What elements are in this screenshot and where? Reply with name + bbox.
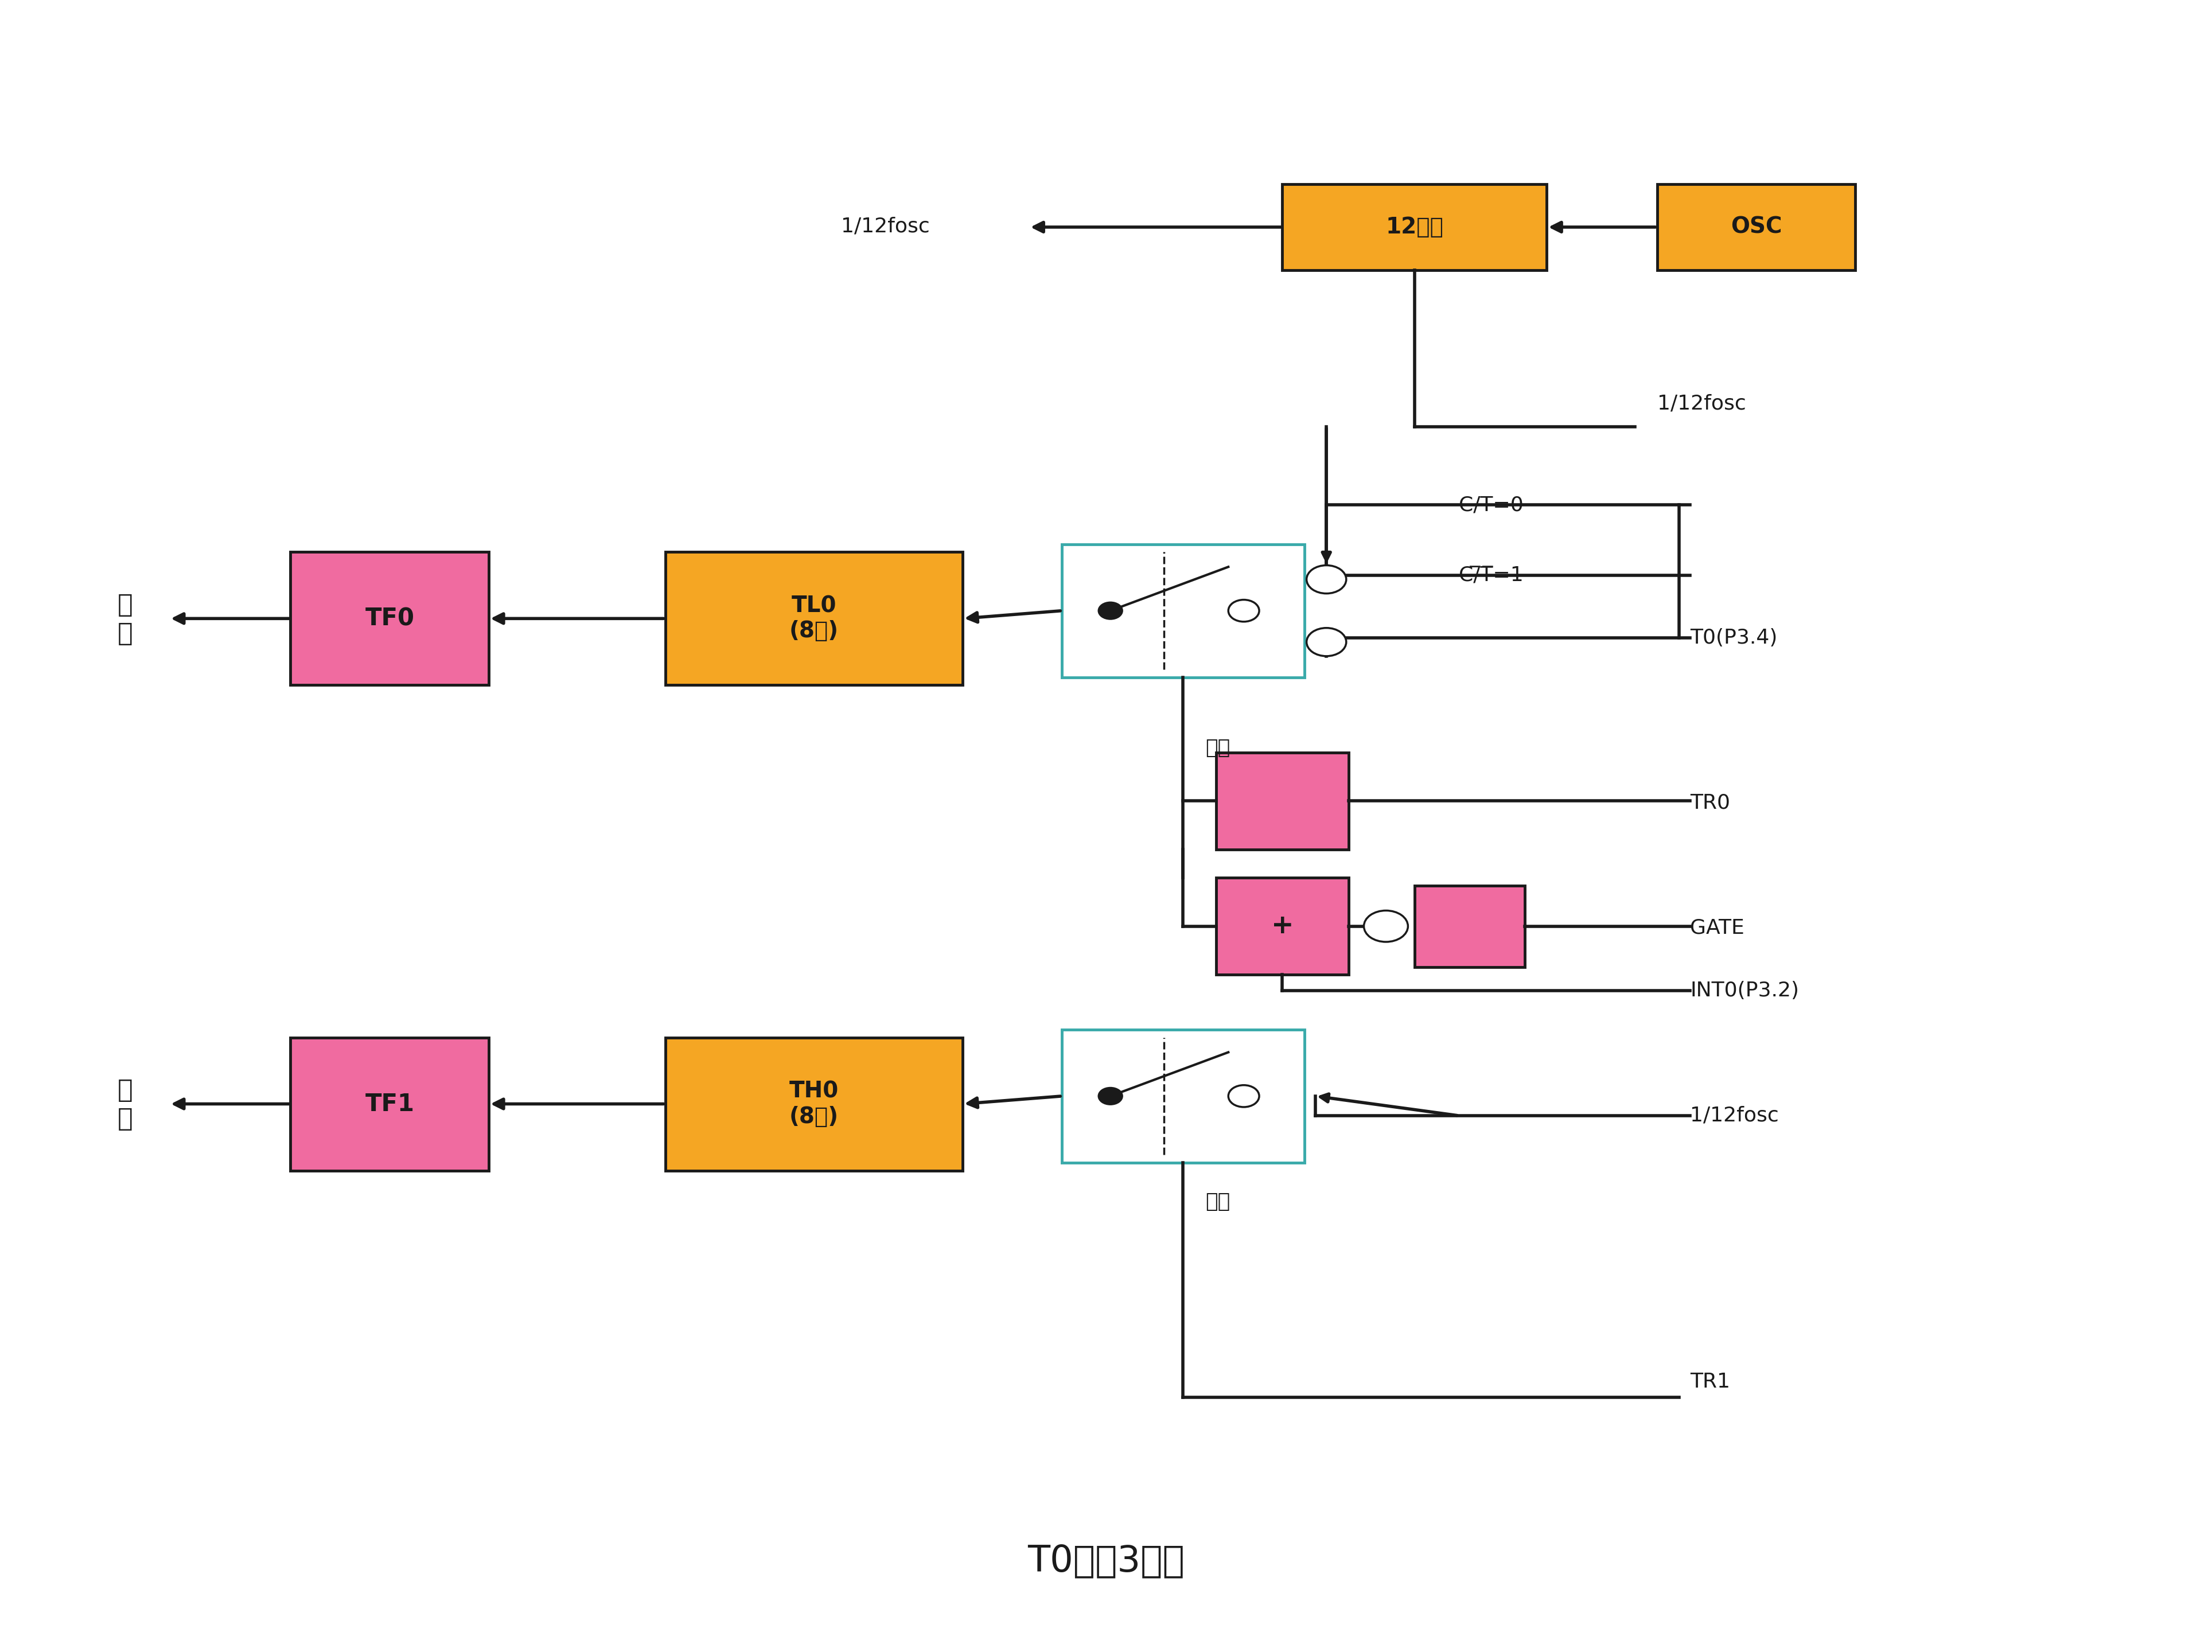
Bar	[290, 552, 489, 686]
Text: C/̅T̅=1: C/̅T̅=1	[1458, 565, 1524, 585]
Bar	[1657, 183, 1856, 271]
Circle shape	[1228, 600, 1259, 621]
Circle shape	[1365, 910, 1409, 942]
Circle shape	[1099, 601, 1121, 620]
Bar	[666, 1037, 962, 1171]
Text: T0方剗3结构: T0方剗3结构	[1026, 1545, 1186, 1579]
Text: 控制: 控制	[1206, 738, 1230, 758]
Bar	[1217, 752, 1349, 849]
Circle shape	[1307, 628, 1347, 656]
Text: 控制: 控制	[1206, 1193, 1230, 1211]
Text: TR1: TR1	[1690, 1373, 1730, 1391]
Text: TF1: TF1	[365, 1092, 414, 1117]
Text: 12分频: 12分频	[1385, 216, 1444, 238]
Text: 中
断: 中 断	[117, 593, 133, 646]
Text: TF0: TF0	[365, 606, 414, 631]
Bar	[1283, 183, 1546, 271]
Bar	[1217, 877, 1349, 975]
Text: +: +	[1272, 914, 1294, 938]
Bar	[666, 552, 962, 686]
Text: 中
断: 中 断	[117, 1079, 133, 1132]
Text: 1/12fosc: 1/12fosc	[841, 216, 929, 236]
Circle shape	[1099, 1087, 1121, 1105]
Text: C/T=0: C/T=0	[1458, 496, 1524, 515]
Text: 1/12fosc: 1/12fosc	[1657, 393, 1745, 413]
Text: INT0(P3.2): INT0(P3.2)	[1690, 981, 1798, 999]
Bar	[1413, 885, 1524, 966]
Circle shape	[1307, 565, 1347, 593]
Text: TH0
(8位): TH0 (8位)	[790, 1080, 838, 1127]
Bar	[1062, 1029, 1305, 1163]
Bar	[290, 1037, 489, 1171]
Text: TL0
(8位): TL0 (8位)	[790, 595, 838, 643]
Text: 1/12fosc: 1/12fosc	[1690, 1105, 1778, 1125]
Text: TR0: TR0	[1690, 793, 1730, 813]
Text: GATE: GATE	[1690, 919, 1745, 938]
Circle shape	[1228, 1085, 1259, 1107]
Text: OSC: OSC	[1730, 216, 1783, 238]
Bar	[1062, 544, 1305, 677]
Text: T0(P3.4): T0(P3.4)	[1690, 628, 1778, 648]
